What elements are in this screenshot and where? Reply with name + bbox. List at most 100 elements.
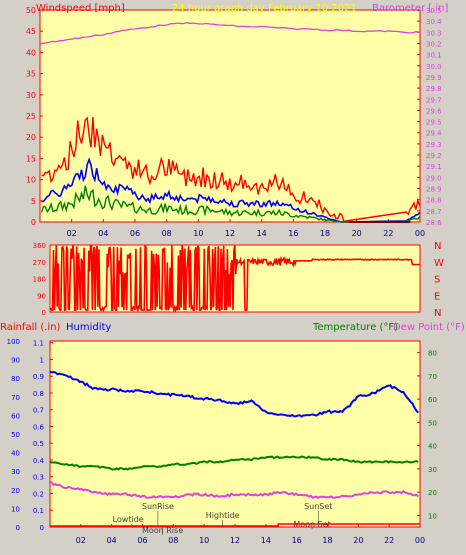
rain-tick-label: 0.1 [33, 507, 44, 515]
wind-tick-label: 0 [31, 218, 36, 227]
time-tick-label: 06 [130, 229, 140, 238]
temperature-axis-label: Temperature (°F) [312, 322, 398, 333]
barometer-tick-label: 29.5 [426, 119, 442, 127]
direction-tick-label: 0 [42, 309, 46, 317]
temperature-tick-label: 80 [428, 350, 437, 358]
barometer-tick-label: 29.8 [426, 85, 442, 93]
humidity-tick-label: 70 [11, 394, 20, 402]
humidity-tick-label: 40 [11, 450, 20, 458]
barometer-tick-label: 29.7 [426, 96, 442, 104]
time-tick-label: 10 [199, 536, 209, 545]
time-tick-label: 08 [162, 229, 172, 238]
humidity-tick-label: 10 [11, 505, 20, 513]
time-tick-label: 14 [257, 229, 267, 238]
wind-tick-label: 35 [26, 70, 36, 79]
humidity-tick-label: 80 [11, 375, 20, 383]
wind-average-line [41, 157, 421, 223]
temperature-tick-label: 30 [428, 466, 437, 474]
humidity-axis-label: Humidity [66, 322, 111, 333]
wind-axis-ticks: 0 5 10 15 20 25 30 35 40 45 50 [26, 6, 43, 227]
time-tick-label: 02 [76, 536, 86, 545]
rainfall-line [50, 523, 420, 527]
wind-tick-label: 50 [26, 6, 36, 15]
humidity-tick-label: 100 [7, 338, 20, 346]
direction-tick-label: 180 [33, 276, 46, 284]
time-tick-label: 00 [415, 536, 425, 545]
time-tick-label: 16 [292, 536, 302, 545]
marker-label: Moon Rise [142, 526, 183, 535]
time-tick-label: 12 [225, 229, 235, 238]
compass-label: E [434, 291, 440, 302]
humidity-tick-label: 50 [11, 431, 20, 439]
graph-title: 24 hour graph day February 10 2021 [172, 3, 357, 14]
time-tick-label: 04 [107, 536, 117, 545]
wind-tick-label: 10 [26, 176, 36, 185]
wind-plot-area [39, 9, 421, 223]
rain-tick-label: 0.6 [33, 423, 45, 431]
time-axis-ticks-top: 02 04 06 08 10 12 14 16 18 20 22 00 [67, 219, 425, 238]
barometer-axis-ticks: 28.6 28.7 28.8 28.9 29.0 29.1 29.2 29.3 29.4 29.5… [417, 7, 442, 227]
barometer-tick-label: 29.6 [426, 107, 442, 115]
rain-tick-label: 1.1 [33, 340, 44, 348]
time-tick-label: 12 [230, 536, 240, 545]
humidity-tick-label: 0 [16, 524, 20, 532]
rain-tick-label: 0.8 [33, 390, 44, 398]
rain-tick-label: 0.3 [33, 474, 44, 482]
time-tick-label: 06 [137, 536, 147, 545]
time-tick-label: 22 [384, 536, 394, 545]
direction-series [50, 244, 420, 314]
humidity-plot-area [49, 340, 421, 528]
time-tick-label: 20 [352, 229, 362, 238]
wind-tick-label: 45 [26, 27, 36, 36]
rain-tick-label: 0.7 [33, 407, 44, 415]
wind-tick-label: 40 [26, 48, 36, 57]
barometer-tick-label: 30.0 [426, 63, 442, 71]
direction-tick-label: 270 [33, 259, 46, 267]
dewpoint-line [49, 481, 419, 499]
wind-tick-label: 15 [26, 154, 36, 163]
temperature-tick-label: 50 [428, 419, 437, 427]
time-tick-label: 08 [168, 536, 178, 545]
humidity-line [49, 370, 419, 418]
compass-label: W [434, 258, 444, 269]
compass-label: N [434, 241, 441, 252]
barometer-line [39, 22, 421, 45]
temperature-tick-label: 70 [428, 373, 437, 381]
time-tick-label: 20 [353, 536, 363, 545]
temperature-line [49, 455, 419, 471]
temperature-tick-label: 60 [428, 396, 437, 404]
rainfall-axis-label: Rainfall (.in) [0, 322, 61, 333]
barometer-tick-label: 29.2 [426, 152, 442, 160]
barometer-tick-label: 28.6 [426, 219, 442, 227]
time-tick-label: 04 [98, 229, 108, 238]
direction-degree-ticks: 0 90 180 270 360 [33, 242, 46, 317]
wind-axis-label: Windspeed [mph] [36, 3, 125, 14]
temperature-tick-label: 20 [428, 489, 437, 497]
wind-tick-label: 5 [31, 197, 36, 206]
barometer-tick-label: 30.2 [426, 40, 442, 48]
time-tick-label: 22 [383, 229, 393, 238]
barometer-axis-label: Barometer [.in] [372, 3, 448, 14]
marker-label: Lowtide [113, 515, 144, 524]
dewpoint-axis-label: Dew Point (°F) [393, 322, 465, 333]
barometer-tick-label: 29.4 [426, 130, 442, 138]
barometer-tick-label: 28.9 [426, 186, 442, 194]
humidity-axis-ticks: 0 10 20 30 40 50 60 70 80 90 100 [7, 338, 20, 532]
barometer-tick-label: 29.0 [426, 174, 442, 182]
rain-axis-ticks: 0 0.1 0.2 0.3 0.4 0.5 0.6 0.7 0.8 0.9 1 1.1 [33, 340, 53, 532]
humidity-tick-label: 90 [11, 357, 20, 365]
temperature-tick-label: 40 [428, 443, 437, 451]
marker-label: SunSet [304, 502, 332, 511]
time-tick-label: 10 [193, 229, 203, 238]
barometer-tick-label: 30.4 [426, 18, 442, 26]
humidity-tick-label: 30 [11, 468, 20, 476]
marker-label: Hightide [206, 511, 240, 520]
marker-label: SunRise [142, 502, 174, 511]
time-tick-label: 00 [415, 229, 425, 238]
wind-tick-label: 25 [26, 112, 36, 121]
humidity-temperature-series [49, 370, 420, 527]
barometer-tick-label: 28.8 [426, 197, 442, 205]
